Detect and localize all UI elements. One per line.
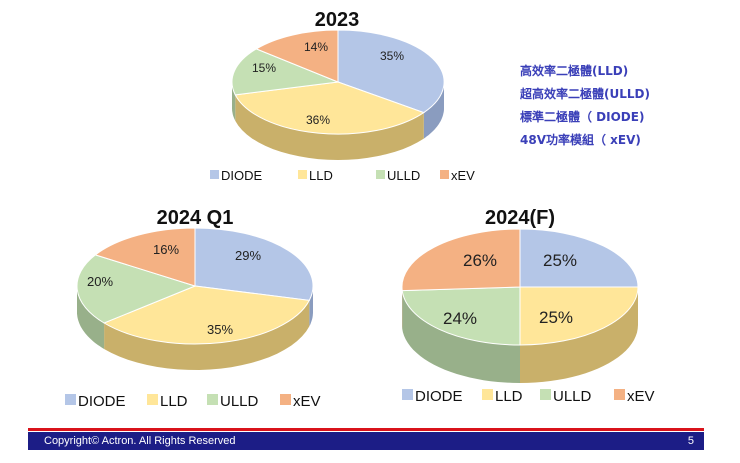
- chart-title: 2024 Q1: [157, 207, 234, 229]
- legend-swatch-diode: [210, 170, 219, 179]
- legend-label-ulld: ULLD: [387, 168, 420, 183]
- legend-swatch-lld: [147, 394, 158, 405]
- legend-swatch-diode: [65, 394, 76, 405]
- footer-bar: Copyright© Actron. All Rights Reserved 5: [28, 432, 704, 450]
- legend-swatch-xev: [614, 389, 625, 400]
- pie-slice-ulld: [401, 286, 521, 346]
- pie-side-ulld: [232, 82, 236, 121]
- slice-label-xev: 26%: [463, 251, 497, 270]
- legend-swatch-ulld: [376, 170, 385, 179]
- slice-label-xev: 14%: [304, 40, 328, 54]
- pie-slice-diode: [194, 227, 314, 301]
- legend-label-lld: LLD: [495, 388, 523, 405]
- pie-slice-ulld: [76, 254, 197, 324]
- slice-label-lld: 35%: [207, 322, 233, 337]
- pie-slice-diode: [337, 29, 445, 114]
- footer-red-line: [28, 428, 704, 431]
- legend-label-ulld: ULLD: [553, 388, 592, 405]
- pie-slice-lld: [102, 285, 311, 345]
- legend-label-lld: LLD: [160, 393, 188, 410]
- note-ulld: 超高效率二極體(ULLD): [520, 87, 650, 101]
- pie-side-diode: [423, 82, 444, 139]
- pie-slice-lld: [234, 81, 425, 135]
- pie-chart-0: 35% 36% 15% 14% 2023 DIODE LLD ULLD xEV: [210, 9, 475, 183]
- legend-swatch-ulld: [207, 394, 218, 405]
- chart-title: 2023: [315, 9, 360, 31]
- chart-title: 2024(F): [485, 207, 555, 229]
- legend-label-diode: DIODE: [221, 168, 263, 183]
- note-lld: 高效率二極體(LLD): [520, 64, 629, 78]
- slice-label-diode: 25%: [543, 251, 577, 270]
- pie-side-lld: [104, 300, 310, 370]
- pie-slice-lld: [519, 286, 639, 346]
- legend-label-xev: xEV: [451, 168, 475, 183]
- slice-label-ulld: 20%: [87, 274, 113, 289]
- legend-swatch-lld: [482, 389, 493, 400]
- legend-swatch-xev: [440, 170, 449, 179]
- legend-swatch-xev: [280, 394, 291, 405]
- legend-label-xev: xEV: [293, 393, 321, 410]
- pie-slice-diode: [519, 228, 639, 288]
- legend-label-xev: xEV: [627, 388, 655, 405]
- legend-swatch-diode: [402, 389, 413, 400]
- slice-label-ulld: 15%: [252, 61, 276, 75]
- legend-label-diode: DIODE: [415, 388, 463, 405]
- pie-side-diode: [309, 286, 313, 327]
- pie-side-lld: [520, 287, 638, 383]
- note-xev: 48V功率模組（ xEV): [520, 133, 641, 147]
- legend-label-lld: LLD: [309, 168, 333, 183]
- pie-slice-xev: [255, 29, 339, 83]
- pie-slice-xev: [94, 227, 196, 287]
- legend-label-ulld: ULLD: [220, 393, 259, 410]
- pie-side-ulld: [402, 290, 520, 383]
- legend-swatch-lld: [298, 170, 307, 179]
- pie-chart-1: 29% 35% 20% 16% 2024 Q1 DIODE LLD ULLD xEV: [65, 207, 321, 410]
- pie-side-lld: [235, 94, 424, 160]
- note-diode: 標準二極體（ DIODE): [520, 110, 645, 124]
- slice-label-ulld: 24%: [443, 309, 477, 328]
- legend-label-diode: DIODE: [78, 393, 126, 410]
- slice-label-diode: 35%: [380, 49, 404, 63]
- slice-label-lld: 36%: [306, 113, 330, 127]
- copyright-text: Copyright© Actron. All Rights Reserved: [44, 435, 236, 447]
- pie-slice-ulld: [231, 48, 340, 96]
- pie-slice-xev: [401, 228, 521, 292]
- slice-label-lld: 25%: [539, 308, 573, 327]
- category-notes: 高效率二極體(LLD) 超高效率二極體(ULLD) 標準二極體（ DIODE) …: [520, 60, 650, 152]
- slice-label-xev: 16%: [153, 242, 179, 257]
- pie-chart-2: 25% 25% 24% 26% 2024(F) DIODE LLD ULLD xEV: [401, 207, 655, 405]
- page-number: 5: [687, 435, 694, 447]
- pie-side-ulld: [77, 286, 105, 349]
- legend-swatch-ulld: [540, 389, 551, 400]
- slice-label-diode: 29%: [235, 248, 261, 263]
